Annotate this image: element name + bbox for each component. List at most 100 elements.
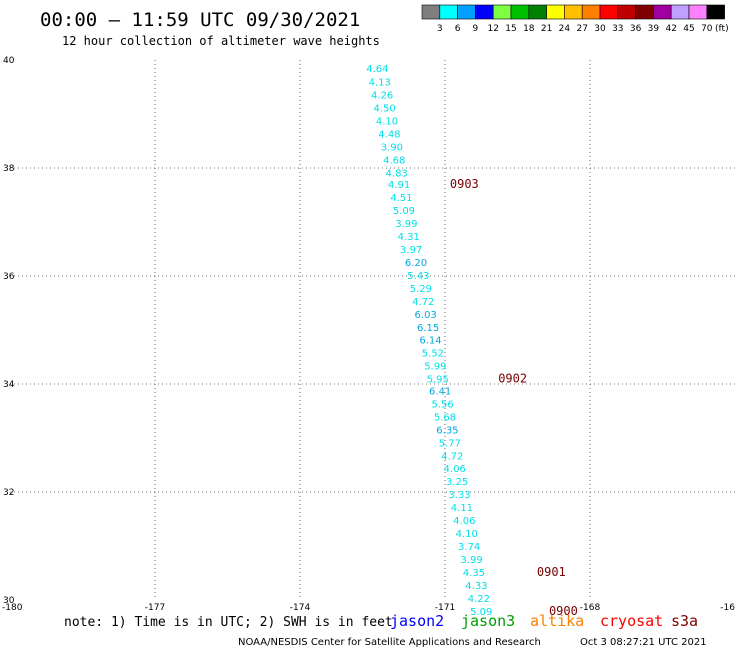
time-label: 0901 bbox=[537, 565, 566, 579]
colorbar-legend: 3 6 9 12 15 18 21 24 27 30 33 36 39 42 45 70 (ft) bbox=[421, 4, 729, 34]
wave-height-point: 5.95 bbox=[427, 375, 449, 386]
x-tick-label: -16 bbox=[720, 603, 735, 613]
x-tick-label: -177 bbox=[145, 603, 165, 613]
colorbar-swatch bbox=[510, 4, 530, 20]
wave-height-point: 5.56 bbox=[431, 399, 453, 410]
y-tick-label: 34 bbox=[3, 380, 15, 390]
colorbar-label: 3 bbox=[437, 24, 443, 34]
y-axis-ticks: 40 38 36 34 32 30 bbox=[3, 56, 15, 606]
wave-height-point: 4.68 bbox=[383, 155, 405, 166]
colorbar-swatch bbox=[635, 4, 654, 20]
colorbar-swatch bbox=[421, 4, 441, 20]
wave-height-point: 4.64 bbox=[366, 64, 388, 75]
wave-height-points: 4.644.134.264.504.104.483.904.684.834.91… bbox=[366, 64, 492, 618]
colorbar-swatch bbox=[492, 4, 512, 20]
colorbar-swatch bbox=[581, 4, 601, 20]
wave-height-point: 4.72 bbox=[441, 451, 463, 462]
footer-timestamp: Oct 3 08:27:21 UTC 2021 bbox=[580, 637, 707, 648]
wave-height-point: 4.22 bbox=[468, 594, 490, 605]
colorbar-swatch bbox=[439, 4, 458, 20]
wave-height-point: 4.06 bbox=[444, 464, 466, 475]
wave-height-point: 4.33 bbox=[465, 581, 487, 592]
colorbar-label: 27 bbox=[576, 24, 587, 34]
colorbar-swatch bbox=[546, 4, 565, 20]
x-tick-label: -171 bbox=[435, 603, 455, 613]
wave-height-point: 4.06 bbox=[453, 516, 475, 527]
wave-height-point: 4.13 bbox=[369, 78, 391, 89]
wave-height-point: 4.48 bbox=[378, 129, 400, 140]
wave-height-point: 3.33 bbox=[448, 490, 470, 501]
colorbar-swatch bbox=[457, 4, 476, 20]
colorbar-label: 18 bbox=[523, 24, 535, 34]
satellite-legend: jason2 jason3 altika cryosat s3a bbox=[390, 612, 698, 630]
colorbar-swatch bbox=[670, 4, 690, 20]
colorbar-label: 39 bbox=[648, 24, 660, 34]
y-tick-label: 32 bbox=[3, 488, 14, 498]
colorbar-label: 70 bbox=[701, 24, 713, 34]
time-labels: 0903 0902 0901 0900 bbox=[450, 177, 578, 618]
wave-height-point: 4.10 bbox=[456, 529, 478, 540]
colorbar-label: 24 bbox=[559, 24, 571, 34]
wave-height-point: 6.15 bbox=[417, 323, 439, 334]
wave-height-point: 3.74 bbox=[458, 542, 480, 553]
colorbar-swatch bbox=[564, 4, 583, 20]
colorbar-swatch bbox=[599, 4, 619, 20]
colorbar-label: 42 bbox=[665, 24, 676, 34]
wave-height-point: 4.11 bbox=[451, 503, 473, 514]
colorbar-label: 6 bbox=[455, 24, 461, 34]
wave-height-point: 5.43 bbox=[407, 271, 429, 282]
wave-height-point: 5.09 bbox=[393, 206, 415, 217]
wave-height-point: 6.03 bbox=[415, 310, 437, 321]
wave-height-point: 5.09 bbox=[470, 607, 492, 618]
colorbar-label: 36 bbox=[630, 24, 642, 34]
wave-height-point: 4.10 bbox=[376, 116, 398, 127]
wave-height-point: 4.51 bbox=[390, 193, 412, 204]
wave-height-point: 6.14 bbox=[419, 336, 441, 347]
wave-height-point: 3.99 bbox=[395, 219, 417, 230]
wave-height-point: 4.31 bbox=[398, 232, 420, 243]
satellite-legend-entry: s3a bbox=[671, 612, 698, 630]
colorbar-swatch bbox=[653, 4, 672, 20]
footer-note: note: 1) Time is in UTC; 2) SWH is in fe… bbox=[64, 615, 393, 630]
colorbar-swatch bbox=[475, 4, 494, 20]
colorbar-label: 9 bbox=[473, 24, 479, 34]
chart-title: 00:00 – 11:59 UTC 09/30/2021 bbox=[40, 9, 360, 31]
x-axis-ticks: -180 -177 -174 -171 -168 -16 bbox=[2, 603, 735, 613]
wave-height-point: 5.68 bbox=[434, 412, 456, 423]
x-tick-label: -174 bbox=[290, 603, 311, 613]
time-label: 0902 bbox=[498, 372, 527, 386]
wave-height-point: 3.99 bbox=[460, 555, 482, 566]
satellite-legend-entry: jason3 bbox=[461, 612, 515, 630]
footer-credit: NOAA/NESDIS Center for Satellite Applica… bbox=[238, 637, 541, 648]
colorbar-label: 45 bbox=[683, 24, 694, 34]
satellite-legend-entry: jason2 bbox=[390, 612, 444, 630]
y-tick-label: 38 bbox=[3, 164, 15, 174]
wave-height-point: 5.77 bbox=[439, 438, 461, 449]
satellite-legend-entry: cryosat bbox=[600, 612, 663, 630]
time-label: 0900 bbox=[549, 604, 578, 618]
grid-lines bbox=[10, 60, 735, 600]
x-tick-label: -180 bbox=[2, 603, 23, 613]
satellite-legend-entry: altika bbox=[530, 612, 584, 630]
colorbar-unit: (ft) bbox=[715, 24, 729, 34]
wave-height-point: 5.29 bbox=[410, 284, 432, 295]
y-tick-label: 36 bbox=[3, 272, 15, 282]
wave-height-point: 3.90 bbox=[381, 142, 403, 153]
wave-height-point: 3.25 bbox=[446, 477, 468, 488]
colorbar-label: 12 bbox=[487, 24, 498, 34]
wave-height-point: 5.99 bbox=[424, 362, 446, 373]
wave-height-point: 4.72 bbox=[412, 297, 434, 308]
colorbar-swatch bbox=[528, 4, 547, 20]
wave-height-point: 4.91 bbox=[388, 180, 410, 191]
colorbar-label: 21 bbox=[541, 24, 552, 34]
colorbar-swatch bbox=[706, 4, 725, 20]
wave-height-point: 4.26 bbox=[371, 91, 393, 102]
y-tick-label: 30 bbox=[3, 596, 15, 606]
wave-height-point: 5.52 bbox=[422, 349, 444, 360]
y-tick-label: 40 bbox=[3, 56, 15, 66]
colorbar-label: 15 bbox=[505, 24, 516, 34]
wave-height-point: 6.20 bbox=[405, 258, 427, 269]
wave-height-point: 4.83 bbox=[386, 168, 408, 179]
x-tick-label: -168 bbox=[580, 603, 601, 613]
